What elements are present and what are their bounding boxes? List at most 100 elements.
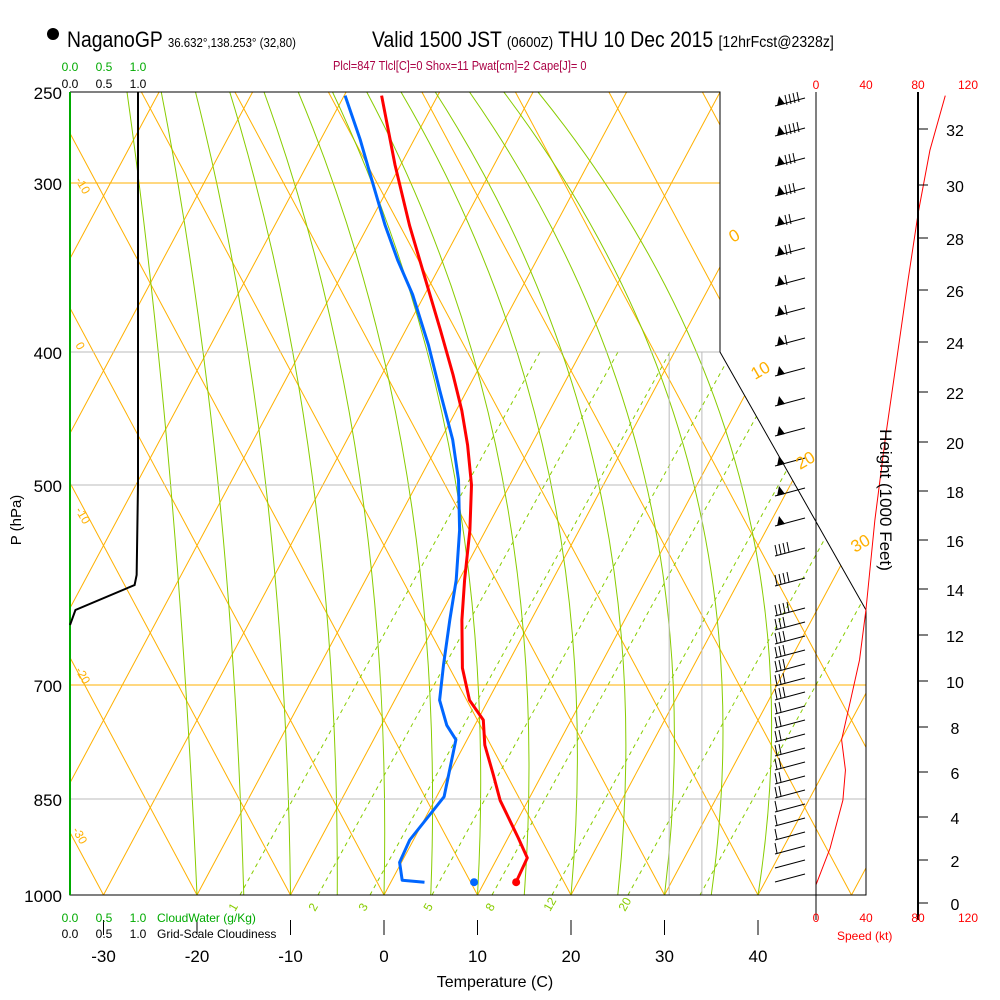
x-tick-label: 30 — [655, 947, 674, 966]
barb-feather — [784, 304, 788, 316]
barb-staff — [774, 663, 806, 673]
barb-flag — [777, 306, 785, 316]
adiabat-label: -10 — [72, 175, 93, 197]
wind-barb — [774, 426, 806, 437]
height-tick-label: 24 — [946, 336, 964, 353]
isotherm-line — [664, 92, 866, 895]
height-tick-label: 30 — [946, 179, 964, 196]
barb-flag — [777, 396, 785, 406]
wind-barb — [774, 304, 806, 317]
barb-flag — [777, 186, 785, 196]
moist-adiabat-line — [195, 92, 291, 895]
barb-feather — [774, 814, 778, 826]
pressure-tick-label: 700 — [34, 677, 62, 696]
dry-adiabat-line — [889, 92, 1000, 895]
wind-barb — [774, 601, 806, 617]
barb-feather — [782, 686, 786, 698]
barb-feather — [774, 604, 778, 616]
barb-staff — [774, 845, 806, 855]
barb-feather — [788, 93, 792, 105]
isotherm-line — [477, 92, 866, 895]
barb-feather — [774, 758, 778, 770]
cloudiness-label: Grid-Scale Cloudiness — [157, 927, 276, 941]
wind-barb — [774, 152, 806, 167]
valid-time: Valid 1500 JST — [372, 27, 502, 52]
wind-barb — [774, 658, 806, 673]
barb-feather — [774, 772, 778, 784]
barb-feather — [778, 771, 782, 783]
forecast-info: [12hrFcst@2328z] — [718, 34, 834, 51]
barb-staff — [774, 607, 806, 617]
wind-barb — [774, 873, 806, 883]
cloudwater-tick-top: 0.5 — [96, 60, 113, 74]
barb-staff — [774, 621, 806, 631]
barb-feather — [774, 702, 778, 714]
stability-indices: Plcl=847 Tlcl[C]=0 Shox=11 Pwat[cm]=2 Ca… — [333, 58, 587, 73]
height-tick-label: 20 — [946, 436, 964, 453]
moist-adiabat-line — [537, 92, 773, 895]
mixing-ratio-line — [369, 351, 671, 895]
barb-staff — [774, 831, 806, 841]
speed-tick-label-bottom: 80 — [911, 911, 925, 925]
barb-feather — [778, 687, 782, 699]
cloudiness-tick-bottom: 1.0 — [130, 927, 147, 941]
wind-barb — [774, 672, 806, 687]
speed-axis-title: Speed (kt) — [837, 929, 892, 943]
barb-feather — [788, 183, 792, 195]
moist-adiabat-line — [434, 92, 627, 895]
barb-feather — [774, 716, 778, 728]
barb-feather — [782, 658, 786, 670]
barb-feather — [792, 122, 796, 134]
moist-adiabat-line — [503, 92, 724, 895]
wind-barb — [774, 182, 806, 197]
moist-adiabat-line — [400, 92, 578, 895]
height-tick-label: 12 — [946, 629, 964, 646]
station-marker-icon — [47, 28, 59, 40]
barb-feather — [796, 121, 800, 133]
barb-feather — [784, 214, 788, 226]
barb-feather — [774, 688, 778, 700]
barb-flag — [777, 516, 785, 526]
height-tick-label: 16 — [946, 534, 964, 551]
wind-barb — [774, 91, 806, 107]
barb-feather — [786, 541, 790, 553]
barb-feather — [778, 603, 782, 615]
wind-barb — [774, 644, 806, 659]
barb-feather — [774, 744, 778, 756]
wind-barb — [774, 842, 806, 855]
pressure-tick-label: 500 — [34, 477, 62, 496]
dry-adiabat-line — [140, 92, 572, 895]
speed-tick-label-top: 0 — [813, 78, 820, 92]
height-tick-label: 32 — [946, 123, 964, 140]
isotherm-line — [70, 92, 441, 895]
barb-staff — [774, 747, 806, 757]
barb-feather — [778, 573, 782, 585]
barb-feather — [778, 701, 782, 713]
cloudwater-tick-bottom: 0.0 — [62, 911, 79, 925]
barb-flag — [777, 456, 785, 466]
barb-feather — [784, 124, 788, 136]
wind-barb — [774, 757, 806, 771]
moist-adiabat-line — [297, 92, 434, 895]
wind-barb — [774, 456, 806, 467]
dewpoint-profile — [343, 95, 462, 884]
barb-feather — [774, 842, 778, 854]
isotherm-line — [851, 92, 866, 895]
pressure-tick-label: 250 — [34, 84, 62, 103]
wind-barb — [774, 630, 806, 645]
barb-staff — [774, 577, 806, 587]
cloudwater-tick-bottom: 1.0 — [130, 911, 147, 925]
wind-barb — [774, 800, 806, 813]
x-tick-label: -10 — [278, 947, 303, 966]
moist-adiabat-line — [263, 92, 386, 895]
speed-tick-label-bottom: 0 — [813, 911, 820, 925]
barb-feather — [784, 184, 788, 196]
wind-barb — [774, 366, 806, 377]
barb-feather — [778, 659, 782, 671]
barb-feather — [784, 154, 788, 166]
barb-staff — [774, 547, 806, 557]
x-tick-label: 20 — [562, 947, 581, 966]
barb-staff — [774, 635, 806, 645]
wind-barb — [774, 771, 806, 785]
barb-feather — [774, 730, 778, 742]
